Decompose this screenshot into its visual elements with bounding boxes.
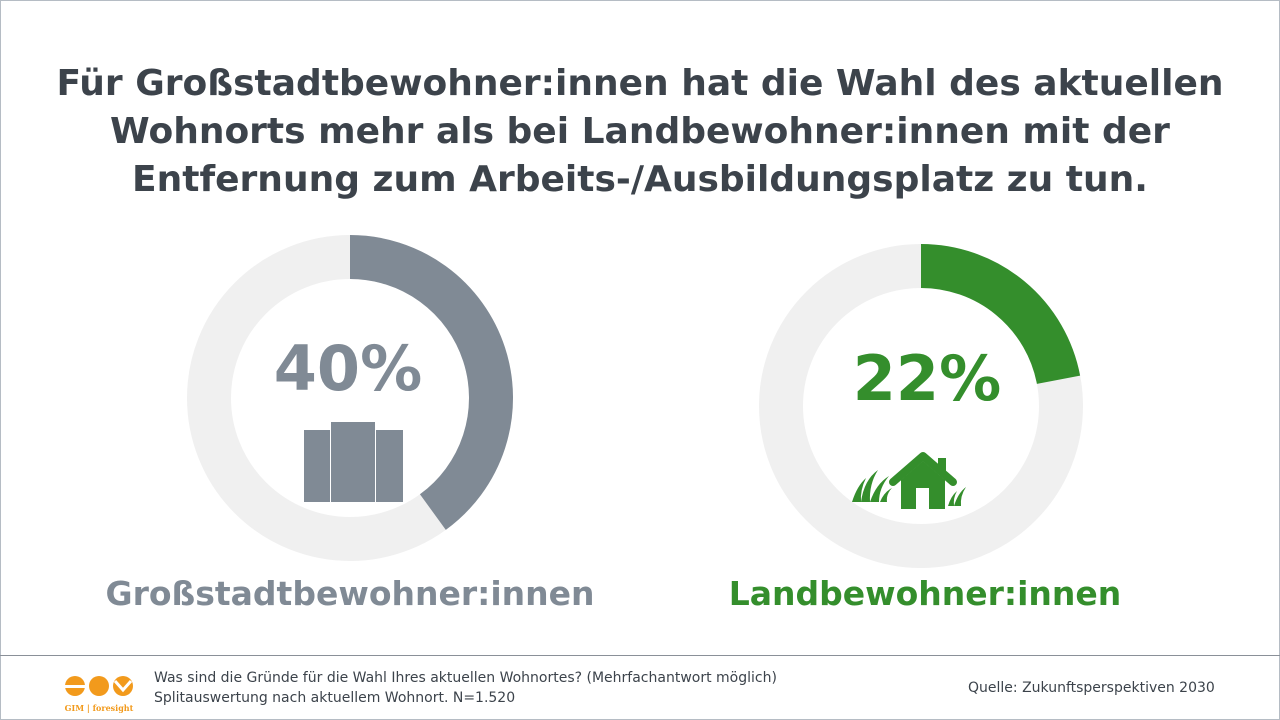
label-land: Landbewohner:innen <box>728 574 1122 613</box>
donut-city-value: 40% <box>274 332 422 405</box>
survey-question: Was sind die Gründe für die Wahl Ihres a… <box>154 668 777 708</box>
donut-land: 22% <box>759 244 1083 568</box>
house-grass-icon <box>852 452 966 509</box>
title-line-3: Entfernung zum Arbeits-/Ausbildungsplatz… <box>132 159 1148 200</box>
title-line-1: Für Großstadtbewohner:innen hat die Wahl… <box>56 63 1224 104</box>
donut-land-slice <box>920 244 1081 385</box>
donut-city-slice <box>349 235 513 530</box>
gim-foresight-logo: GIM | foresight <box>62 672 136 714</box>
label-city: Großstadtbewohner:innen <box>105 574 595 613</box>
donut-land-value: 22% <box>853 342 1001 415</box>
city-buildings-icon <box>304 422 403 502</box>
question-line-2: Splitauswertung nach aktuellem Wohnort. … <box>154 690 516 706</box>
question-line-1: Was sind die Gründe für die Wahl Ihres a… <box>154 670 777 686</box>
source-note: Quelle: Zukunftsperspektiven 2030 <box>968 680 1215 696</box>
donut-city: 40% <box>187 235 513 561</box>
footer-divider <box>0 655 1280 656</box>
logo-text: GIM | foresight <box>64 703 134 713</box>
gim-logo-mark <box>65 676 133 696</box>
slide-title: Für Großstadtbewohner:innen hat die Wahl… <box>20 60 1260 204</box>
title-line-2: Wohnorts mehr als bei Landbewohner:innen… <box>110 111 1170 152</box>
